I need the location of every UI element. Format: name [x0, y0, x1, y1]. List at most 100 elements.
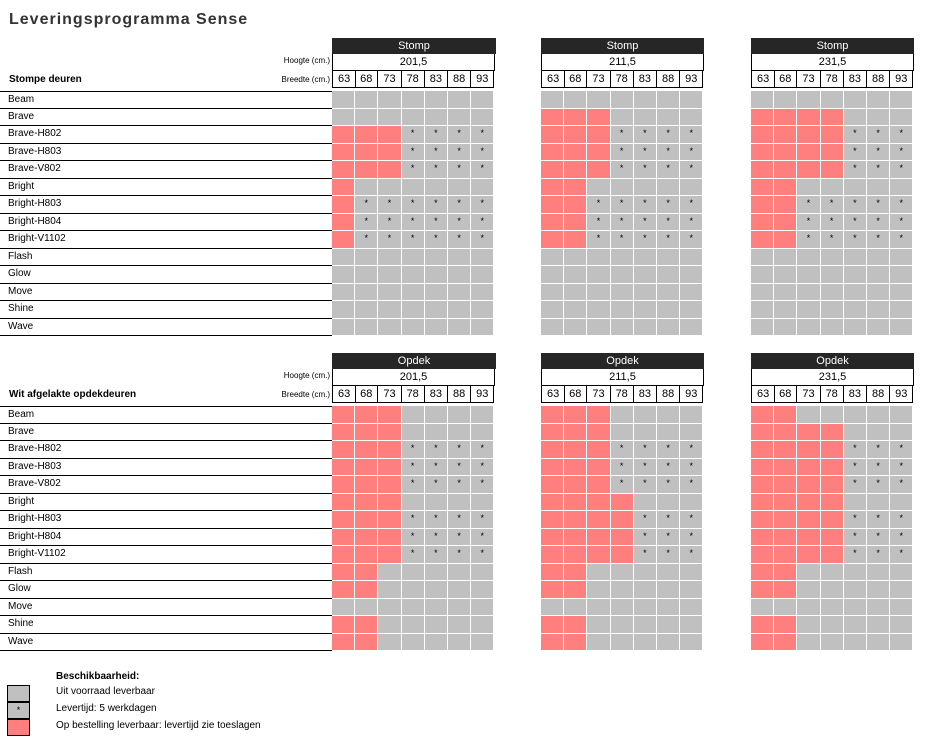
availability-in-stock [424, 318, 448, 336]
width-value: 73 [587, 386, 611, 403]
availability-on-order [751, 126, 775, 144]
availability-5-days: * [401, 143, 425, 161]
availability-5-days: * [633, 458, 657, 476]
availability-in-stock [424, 178, 448, 196]
availability-on-order [751, 213, 775, 231]
availability-in-stock [820, 633, 844, 651]
availability-in-stock [867, 283, 891, 301]
availability-in-stock [424, 581, 448, 599]
availability-in-stock [867, 178, 891, 196]
availability-in-stock [843, 406, 867, 424]
availability-in-stock [401, 616, 425, 634]
availability-5-days: * [797, 213, 821, 231]
availability-in-stock [867, 108, 891, 126]
availability-in-stock [564, 266, 588, 284]
availability-in-stock [657, 616, 681, 634]
availability-5-days: * [867, 546, 891, 564]
availability-on-order [355, 126, 379, 144]
availability-on-order [355, 528, 379, 546]
section-1: Hoogte (cm.) Breedte (cm.) Stompe deuren St… [0, 38, 925, 338]
availability-in-stock [424, 616, 448, 634]
availability-in-stock [843, 178, 867, 196]
availability-in-stock [680, 563, 704, 581]
availability-on-order [332, 493, 356, 511]
availability-in-stock [401, 108, 425, 126]
availability-in-stock [471, 266, 495, 284]
availability-on-order [751, 143, 775, 161]
availability-in-stock [448, 301, 472, 319]
availability-in-stock [424, 633, 448, 651]
availability-in-stock [774, 283, 798, 301]
availability-on-order [587, 528, 611, 546]
availability-5-days: * [471, 213, 495, 231]
availability-5-days: * [890, 441, 914, 459]
availability-5-days: * [843, 458, 867, 476]
availability-5-days: * [424, 546, 448, 564]
availability-on-order [751, 493, 775, 511]
availability-in-stock [610, 318, 634, 336]
availability-on-order [541, 196, 565, 214]
availability-in-stock [680, 266, 704, 284]
availability-on-order [774, 213, 798, 231]
availability-in-stock [564, 248, 588, 266]
availability-in-stock [890, 108, 914, 126]
availability-in-stock [332, 598, 356, 616]
availability-5-days: * [680, 458, 704, 476]
product-row-label: Brave [0, 109, 332, 126]
availability-in-stock [890, 423, 914, 441]
availability-on-order [564, 423, 588, 441]
availability-in-stock [843, 581, 867, 599]
availability-5-days: * [890, 528, 914, 546]
width-value: 88 [867, 386, 891, 403]
availability-in-stock [751, 598, 775, 616]
availability-5-days: * [448, 126, 472, 144]
availability-in-stock [843, 493, 867, 511]
availability-in-stock [610, 248, 634, 266]
availability-5-days: * [448, 143, 472, 161]
page-title: Leveringsprogramma Sense [9, 11, 249, 28]
availability-on-order [355, 423, 379, 441]
height-label: Hoogte (cm.) [283, 371, 330, 380]
width-value: 83 [843, 71, 867, 88]
availability-in-stock [867, 91, 891, 109]
availability-5-days: * [448, 196, 472, 214]
availability-in-stock [680, 581, 704, 599]
door-type-header: Stomp [332, 38, 496, 54]
availability-on-order [774, 126, 798, 144]
availability-in-stock [378, 616, 402, 634]
availability-on-order [355, 616, 379, 634]
availability-5-days: * [657, 143, 681, 161]
availability-5-days: * [867, 528, 891, 546]
availability-in-stock [564, 598, 588, 616]
availability-on-order [378, 143, 402, 161]
availability-in-stock [610, 301, 634, 319]
availability-in-stock [867, 266, 891, 284]
availability-5-days: * [680, 441, 704, 459]
availability-5-days: * [657, 196, 681, 214]
availability-in-stock [401, 283, 425, 301]
availability-in-stock [471, 248, 495, 266]
availability-5-days: * [843, 231, 867, 249]
door-type-header: Opdek [751, 353, 914, 369]
availability-in-stock [657, 266, 681, 284]
availability-in-stock [820, 616, 844, 634]
availability-5-days: * [448, 511, 472, 529]
availability-5-days: * [471, 528, 495, 546]
availability-in-stock [797, 598, 821, 616]
availability-on-order [378, 458, 402, 476]
availability-5-days: * [680, 528, 704, 546]
availability-5-days: * [587, 196, 611, 214]
availability-on-order [797, 423, 821, 441]
availability-in-stock [890, 318, 914, 336]
availability-on-order [751, 423, 775, 441]
height-value: 231,5 [751, 54, 914, 71]
availability-in-stock [774, 266, 798, 284]
availability-in-stock [633, 616, 657, 634]
legend-text: Levertijd: 5 werkdagen [56, 703, 157, 714]
availability-5-days: * [633, 231, 657, 249]
availability-in-stock [355, 178, 379, 196]
availability-on-order [797, 511, 821, 529]
availability-in-stock [657, 318, 681, 336]
availability-5-days: * [401, 196, 425, 214]
availability-in-stock [610, 91, 634, 109]
